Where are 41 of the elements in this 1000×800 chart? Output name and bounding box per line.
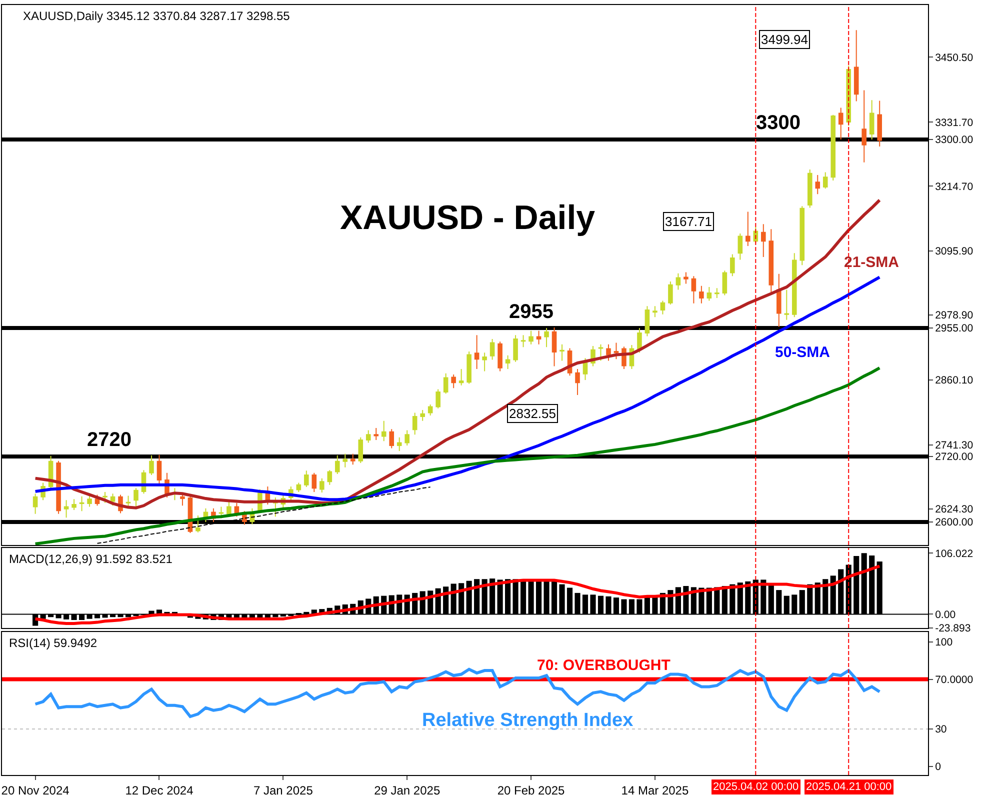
x-tick-label: 29 Jan 2025 [374,783,440,798]
y-tick-label: 3450.50 [935,52,974,64]
y-tick-label: 30 [935,724,947,736]
annotation: 3499.94 [761,32,808,47]
y-tick-label: 2955.00 [935,322,974,335]
y-tick-label: 2600.00 [935,516,974,529]
x-tick-label: 14 Mar 2025 [621,783,689,798]
y-tick-label: 0 [935,760,942,773]
y-tick-label: 3095.90 [935,246,974,258]
y-tick-label: 100 [935,636,953,649]
series-label: 50-SMA [775,344,830,361]
y-tick-label: 0.00 [935,608,956,621]
y-tick-label: 2720.00 [935,451,974,464]
ref-line-label: 2955 [509,301,554,323]
y-tick-label: 106.022 [935,548,974,560]
y-tick-label: 70.0000 [935,674,974,686]
annotation: Relative Strength Index [422,710,634,731]
y-tick-label: 3331.70 [935,116,974,129]
y-tick-label: 2978.90 [935,310,974,322]
chart-title: MACD(12,26,9) 91.592 83.521 [9,552,173,566]
x-tick-label: 2025.04.02 00:00 [713,781,799,793]
y-tick-label: 3300.00 [935,134,974,146]
y-tick-label: 2741.30 [935,439,974,452]
x-tick-label: 20 Nov 2024 [1,783,70,798]
ref-line-label: 3300 [756,112,800,134]
ref-line-label: 70: OVERBOUGHT [537,657,670,674]
y-tick-label: 3214.70 [935,180,974,193]
x-tick-label: 7 Jan 2025 [253,783,314,798]
ref-line-label: 2720 [87,429,132,451]
series-label: 21-SMA [844,254,900,271]
annotation: 3167.71 [665,214,712,229]
annotation: XAUUSD - Daily [340,199,596,237]
chart-title: RSI(14) 59.9492 [9,636,98,650]
x-tick-label: 2025.04.21 00:00 [806,781,892,793]
x-tick-label: 12 Dec 2024 [125,783,194,798]
y-tick-label: -23.893 [935,622,971,635]
y-tick-label: 2624.30 [935,503,974,516]
x-tick-label: 20 Feb 2025 [497,783,566,798]
annotation: 2832.55 [509,406,556,421]
chart-title: XAUUSD,Daily 3345.12 3370.84 3287.17 3298.55 [23,9,290,23]
y-tick-label: 2860.10 [935,374,974,387]
